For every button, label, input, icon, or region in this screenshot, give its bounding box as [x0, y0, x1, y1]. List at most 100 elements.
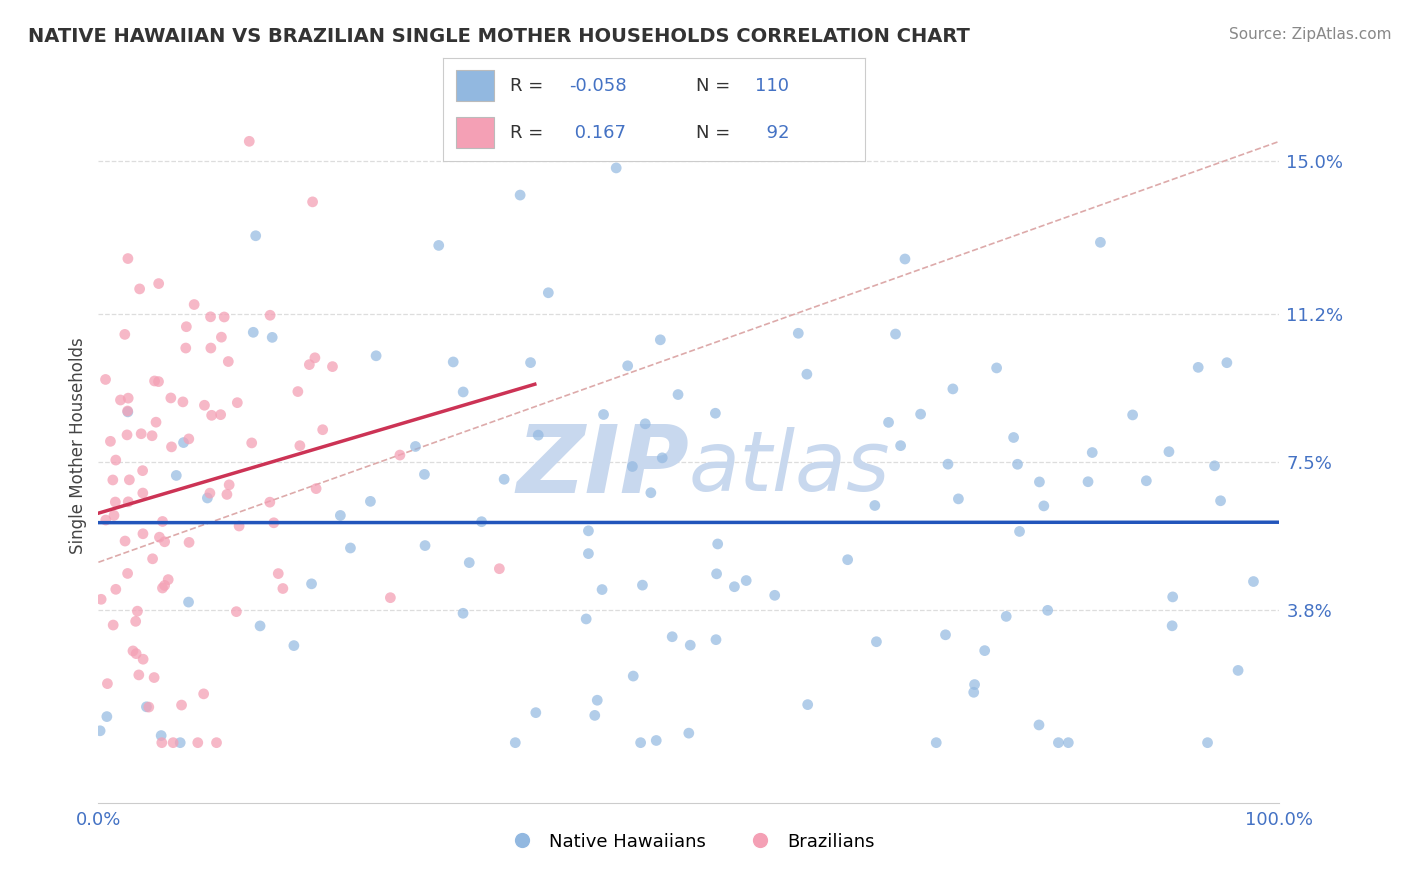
Point	[128, 668, 150, 682]
Point	[884, 326, 907, 341]
Point	[305, 482, 328, 496]
Point	[321, 359, 343, 374]
Point	[110, 392, 132, 407]
Point	[578, 547, 600, 561]
Bar	[456, 118, 494, 148]
Point	[796, 368, 818, 382]
Text: 92: 92	[755, 124, 790, 142]
Point	[312, 423, 335, 437]
Point	[124, 615, 146, 629]
Point	[104, 453, 127, 467]
Point	[509, 188, 531, 202]
Point	[494, 472, 516, 486]
Point	[94, 513, 117, 527]
Point	[787, 326, 810, 341]
Point	[301, 577, 323, 591]
Point	[94, 372, 117, 386]
Point	[963, 677, 986, 691]
Text: N =: N =	[696, 124, 735, 142]
Point	[170, 698, 193, 712]
Point	[948, 491, 970, 506]
Point	[271, 582, 294, 596]
Point	[245, 228, 267, 243]
Point	[115, 428, 138, 442]
Point	[142, 551, 165, 566]
Point	[1007, 457, 1029, 471]
Text: -0.058: -0.058	[569, 77, 627, 95]
Point	[1028, 718, 1050, 732]
Point	[661, 630, 683, 644]
Point	[451, 607, 474, 621]
Point	[796, 698, 818, 712]
Point	[90, 592, 112, 607]
Point	[925, 736, 948, 750]
Point	[329, 508, 352, 523]
Point	[645, 733, 668, 747]
Point	[537, 285, 560, 300]
Point	[1081, 445, 1104, 459]
Point	[218, 478, 240, 492]
Point	[103, 508, 125, 523]
Point	[129, 426, 152, 441]
Point	[471, 515, 494, 529]
Point	[152, 581, 174, 595]
Point	[205, 736, 228, 750]
Text: N =: N =	[696, 77, 735, 95]
Point	[586, 693, 609, 707]
Legend: Native Hawaiians, Brazilians: Native Hawaiians, Brazilians	[496, 826, 882, 858]
Point	[122, 644, 145, 658]
Point	[148, 375, 170, 389]
Point	[200, 310, 222, 324]
Text: R =: R =	[510, 77, 550, 95]
Point	[505, 736, 527, 750]
Point	[226, 395, 249, 409]
Point	[96, 676, 118, 690]
Point	[427, 238, 450, 252]
Point	[837, 552, 859, 566]
Point	[605, 161, 627, 175]
Text: atlas: atlas	[689, 427, 890, 508]
Point	[215, 487, 238, 501]
Point	[259, 495, 281, 509]
Point	[678, 726, 700, 740]
Text: NATIVE HAWAIIAN VS BRAZILIAN SINGLE MOTHER HOUSEHOLDS CORRELATION CHART: NATIVE HAWAIIAN VS BRAZILIAN SINGLE MOTH…	[28, 27, 970, 45]
Point	[1002, 430, 1025, 444]
Point	[153, 534, 176, 549]
Point	[117, 252, 139, 266]
Point	[413, 539, 436, 553]
Point	[524, 706, 547, 720]
Point	[1008, 524, 1031, 539]
Point	[359, 494, 381, 508]
Point	[863, 499, 886, 513]
Point	[488, 562, 510, 576]
Point	[519, 355, 541, 369]
Point	[259, 308, 281, 322]
Point	[404, 440, 426, 454]
Point	[132, 526, 155, 541]
Point	[143, 374, 166, 388]
Point	[138, 700, 160, 714]
Point	[890, 439, 912, 453]
Point	[193, 398, 215, 412]
Point	[1032, 499, 1054, 513]
Point	[197, 491, 219, 505]
Point	[723, 580, 745, 594]
Point	[380, 591, 402, 605]
Point	[894, 252, 917, 266]
Point	[225, 605, 247, 619]
Point	[174, 341, 197, 355]
Point	[706, 537, 728, 551]
Point	[704, 632, 727, 647]
Point	[117, 404, 139, 418]
Point	[1028, 475, 1050, 489]
Point	[172, 395, 194, 409]
Point	[103, 618, 125, 632]
Point	[366, 349, 388, 363]
Point	[1187, 360, 1209, 375]
Point	[527, 428, 550, 442]
Point	[128, 282, 150, 296]
Point	[135, 699, 157, 714]
Point	[640, 485, 662, 500]
Point	[141, 428, 163, 442]
Point	[118, 473, 141, 487]
